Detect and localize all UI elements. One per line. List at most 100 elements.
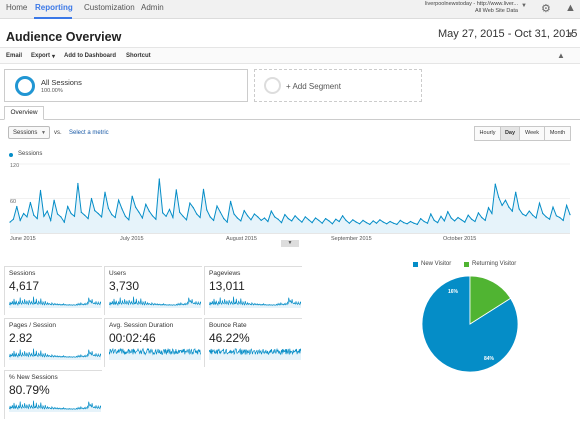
metric-value: 00:02:46: [109, 331, 156, 345]
tab-overview[interactable]: Overview: [4, 106, 44, 120]
sessions-data-point: [257, 216, 259, 218]
sessions-data-point: [165, 215, 167, 217]
sessions-data-point: [151, 215, 154, 217]
x-tick-june: June 2015: [10, 236, 36, 242]
sessions-data-point: [135, 206, 137, 208]
add-segment-label: + Add Segment: [286, 82, 341, 91]
shortcut-button[interactable]: Shortcut: [126, 53, 151, 59]
sessions-line-chart: [9, 163, 571, 234]
sessions-data-point: [297, 218, 300, 220]
nav-admin[interactable]: Admin: [141, 3, 164, 12]
day-button[interactable]: Day: [500, 126, 520, 141]
sparkline-area: [9, 348, 101, 360]
sessions-data-point: [179, 211, 181, 213]
sessions-data-point: [260, 219, 262, 221]
pie-label-returning: 16%: [448, 289, 459, 295]
legend-new-visitor-swatch: [413, 262, 418, 267]
sessions-data-point: [314, 217, 317, 219]
metric-select-value: Sessions: [13, 130, 38, 136]
metric-value: 80.79%: [9, 383, 50, 397]
sessions-data-point: [369, 223, 371, 225]
sessions-data-point: [487, 207, 490, 209]
sessions-data-point: [508, 206, 510, 208]
sessions-data-point: [464, 221, 466, 223]
sessions-data-point: [277, 218, 279, 220]
select-metric-link[interactable]: Select a metric: [69, 130, 109, 136]
export-button[interactable]: Export: [31, 53, 51, 59]
segment-all-sessions[interactable]: All Sessions 100.00%: [4, 69, 248, 102]
sparkline-line: [9, 296, 101, 306]
sessions-data-point: [525, 215, 527, 217]
x-tick-august: August 2015: [226, 236, 257, 242]
add-to-dashboard-button[interactable]: Add to Dashboard: [64, 53, 116, 59]
add-segment-button[interactable]: + Add Segment: [254, 69, 422, 102]
sessions-data-point: [484, 219, 486, 221]
sessions-data-point: [467, 214, 469, 216]
sessions-data-point: [138, 211, 140, 213]
sessions-data-point: [284, 214, 286, 216]
sessions-data-point: [375, 222, 378, 224]
sessions-data-point: [189, 202, 191, 204]
sessions-data-point: [491, 212, 493, 215]
sessions-data-point: [131, 195, 133, 197]
metric-bounce-rate: Bounce Rate 46.22%: [204, 318, 302, 367]
sessions-data-point: [552, 206, 554, 208]
sessions-data-point: [216, 205, 218, 207]
vs-label: vs.: [54, 130, 62, 136]
sessions-data-point: [46, 210, 48, 212]
sessions-data-point: [26, 216, 28, 218]
sessions-data-point: [521, 213, 524, 215]
sessions-data-point: [454, 220, 456, 222]
y-axis-label-top: 120: [10, 163, 20, 169]
sessions-data-point: [389, 220, 391, 223]
email-button[interactable]: Email: [6, 53, 23, 59]
chart-collapse-chevron-icon[interactable]: ▼: [281, 240, 299, 247]
pie-label-new: 84%: [484, 356, 495, 362]
sessions-data-point: [437, 222, 439, 224]
sparkline-area: [109, 296, 201, 308]
segment-name: All Sessions: [41, 78, 82, 87]
sessions-data-point: [80, 211, 82, 213]
hourly-button[interactable]: Hourly: [474, 126, 501, 141]
sessions-data-point: [77, 182, 79, 185]
sessions-data-point: [386, 223, 388, 225]
metric-value: 2.82: [9, 331, 33, 345]
sparkline-line: [9, 348, 101, 358]
sessions-data-point: [63, 221, 65, 223]
sessions-data-point: [423, 220, 425, 223]
date-range-picker[interactable]: May 27, 2015 - Oct 31, 2015: [438, 28, 578, 40]
account-selector[interactable]: liverpoolnewstoday - http://www.liver...…: [425, 1, 518, 15]
sessions-data-point: [352, 219, 354, 221]
metric-label: Sessions: [9, 270, 36, 277]
sessions-data-point: [335, 218, 337, 220]
nav-customization[interactable]: Customization: [84, 3, 135, 12]
segment-percent: 100.00%: [41, 88, 63, 94]
graduation-cap-icon[interactable]: ▲: [557, 51, 565, 60]
sessions-data-point: [56, 213, 59, 215]
sessions-data-point: [511, 210, 513, 212]
nav-home[interactable]: Home: [6, 3, 28, 12]
gear-icon[interactable]: ⚙: [541, 3, 551, 15]
week-button[interactable]: Week: [519, 126, 545, 141]
account-chevron-down-icon[interactable]: ▼: [521, 3, 527, 9]
sessions-data-point: [206, 209, 208, 211]
sessions-legend-dot: [9, 153, 13, 157]
nav-reporting[interactable]: Reporting: [35, 3, 73, 12]
sessions-data-point: [111, 214, 113, 216]
legend-new-visitor: New Visitor: [421, 261, 452, 267]
month-button[interactable]: Month: [544, 126, 571, 141]
sessions-data-point: [532, 214, 534, 216]
sessions-data-point: [474, 220, 476, 223]
bell-icon[interactable]: ▲: [565, 2, 576, 14]
sessions-data-point: [267, 220, 269, 223]
sessions-data-point: [538, 202, 541, 204]
sessions-data-point: [19, 219, 21, 221]
export-chevron-down-icon[interactable]: ▾: [52, 54, 56, 60]
sessions-data-point: [233, 213, 235, 215]
sessions-data-point: [447, 211, 449, 213]
sessions-data-point: [128, 219, 130, 221]
sparkline-line: [9, 400, 101, 410]
sessions-data-point: [528, 210, 530, 212]
date-chevron-down-icon[interactable]: ▼: [567, 30, 575, 39]
metric-select[interactable]: Sessions ▼: [8, 126, 50, 139]
